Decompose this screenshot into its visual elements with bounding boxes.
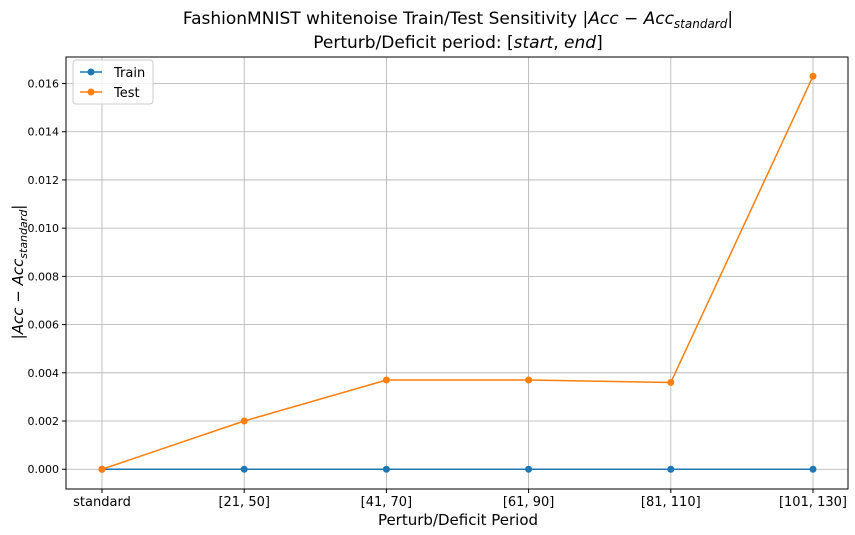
x-axis-label: Perturb/Deficit Period (378, 511, 538, 529)
chart-title-line1: FashionMNIST whitenoise Train/Test Sensi… (183, 9, 733, 31)
data-point (98, 465, 106, 473)
legend-item-test: Test (80, 86, 140, 101)
plot-area (65, 56, 849, 490)
y-tick-label: 0.002 (28, 415, 60, 428)
data-point (382, 376, 390, 384)
y-tick-label: 0.012 (28, 174, 60, 187)
x-tick-label: standard (73, 495, 131, 510)
grid (66, 57, 848, 489)
y-axis-label: |Acc − Accstandard| (9, 205, 30, 340)
data-point (525, 465, 533, 473)
legend-label: Train (113, 66, 145, 81)
data-point (382, 465, 390, 473)
series-line (101, 75, 814, 470)
data-point (240, 465, 248, 473)
data-point (240, 417, 248, 425)
data-point (525, 376, 533, 384)
y-tick-label: 0.004 (28, 367, 60, 380)
x-tick-label: [101, 130] (779, 495, 847, 510)
y-axis: 0.000 0.002 0.004 0.006 0.008 0.010 0.012 0.014… (28, 78, 66, 476)
data-point (667, 378, 675, 386)
series-train (98, 465, 817, 473)
y-tick-label: 0.000 (28, 463, 60, 476)
legend-label: Test (113, 86, 140, 101)
x-tick-label: [61, 90] (503, 495, 555, 510)
legend-marker (87, 88, 95, 96)
series-test (98, 72, 817, 473)
x-tick-label: [41, 70] (361, 495, 413, 510)
y-tick-label: 0.014 (28, 126, 60, 139)
legend: Train Test (72, 59, 154, 105)
data-point (667, 465, 675, 473)
x-axis: standard [21, 50] [41, 70] [61, 90] [81, 110… (73, 489, 847, 510)
x-tick-label: [81, 110] (641, 495, 701, 510)
y-tick-label: 0.016 (28, 78, 60, 91)
series-group (98, 72, 817, 473)
y-tick-label: 0.006 (28, 319, 60, 332)
data-point (809, 72, 817, 80)
legend-marker (87, 68, 95, 76)
y-tick-label: 0.008 (28, 270, 60, 283)
data-point (809, 465, 817, 473)
legend-item-train: Train (80, 66, 145, 81)
x-tick-label: [21, 50] (218, 495, 270, 510)
chart-title-line2: Perturb/Deficit period: [start, end] (313, 33, 602, 53)
y-tick-label: 0.010 (28, 222, 60, 235)
